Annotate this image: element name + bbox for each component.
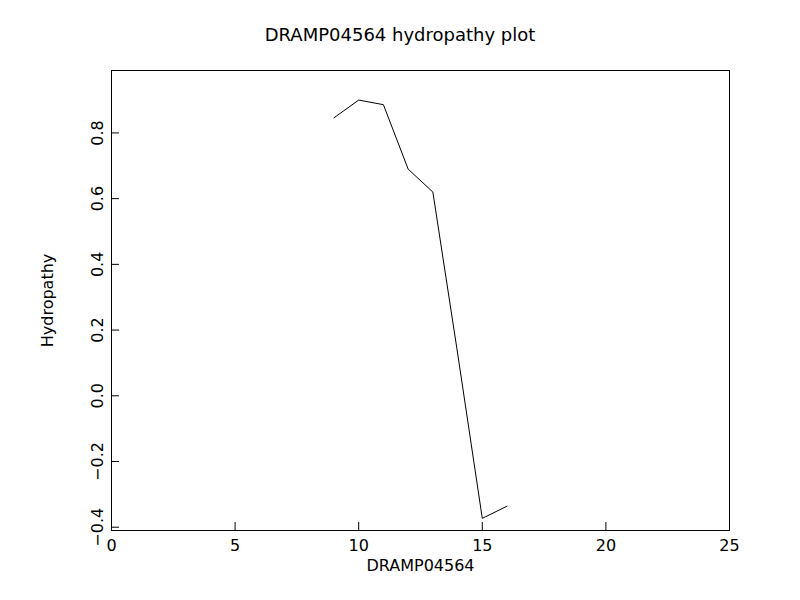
svg-text:−0.2: −0.2 bbox=[88, 442, 107, 481]
svg-text:0.8: 0.8 bbox=[88, 120, 107, 145]
svg-text:−0.4: −0.4 bbox=[88, 508, 107, 547]
svg-text:0.2: 0.2 bbox=[88, 317, 107, 342]
svg-text:10: 10 bbox=[349, 536, 369, 555]
svg-text:DRAMP04564: DRAMP04564 bbox=[366, 556, 474, 575]
svg-text:0.0: 0.0 bbox=[88, 383, 107, 408]
svg-text:0.4: 0.4 bbox=[88, 252, 107, 277]
svg-text:5: 5 bbox=[230, 536, 240, 555]
svg-text:20: 20 bbox=[596, 536, 616, 555]
svg-text:25: 25 bbox=[719, 536, 739, 555]
html-text:DRAMP04564 hydropathy plot: DRAMP04564 hydropathy plot bbox=[264, 24, 536, 45]
svg-text:0: 0 bbox=[106, 536, 116, 555]
svg-text:15: 15 bbox=[472, 536, 492, 555]
svg-text:0.6: 0.6 bbox=[88, 186, 107, 211]
svg-text:Hydropathy: Hydropathy bbox=[38, 254, 57, 348]
